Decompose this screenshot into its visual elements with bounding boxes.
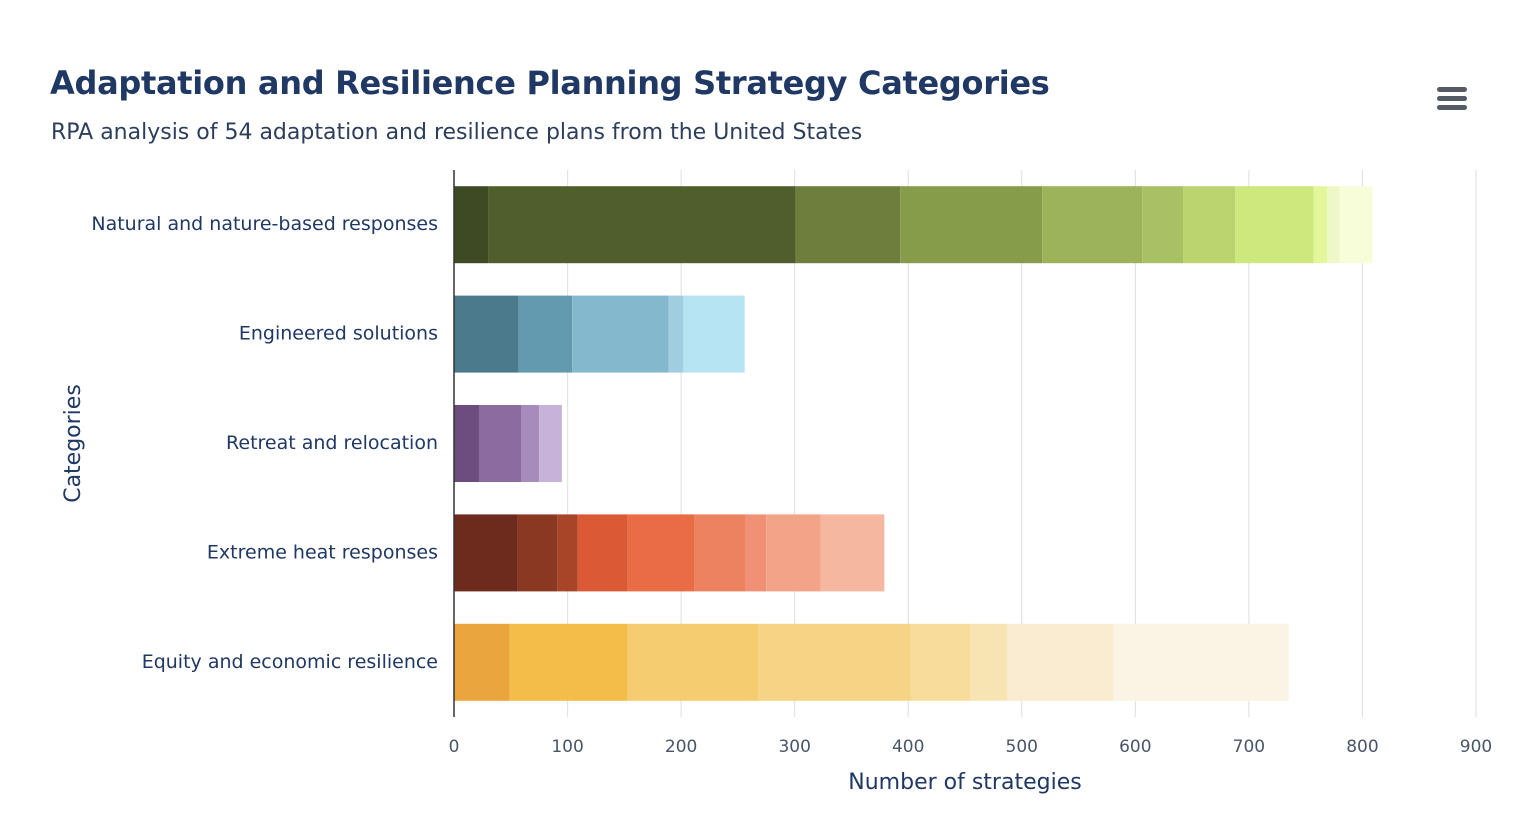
bar-segment [1327, 186, 1340, 264]
bar-segment [539, 405, 562, 482]
bar-segment [694, 514, 746, 592]
bar-segment [1007, 623, 1114, 701]
x-tick-label: 0 [449, 737, 460, 757]
hamburger-menu-icon[interactable] [1430, 80, 1474, 116]
bar-segment [668, 295, 684, 373]
category-label: Retreat and relocation [226, 432, 438, 454]
bar-segment [572, 295, 669, 373]
bar-segment [1339, 186, 1373, 264]
menu-line [1437, 104, 1467, 110]
bar-segment [454, 514, 518, 592]
x-tick-label: 900 [1460, 737, 1492, 757]
category-label: Equity and economic resilience [142, 651, 438, 673]
x-axis-title: Number of strategies [848, 770, 1081, 795]
bar-segment [454, 623, 510, 701]
bar-segment [627, 623, 759, 701]
bar-segment [970, 623, 1008, 701]
bar-segment [1142, 186, 1184, 264]
bar-segment [627, 514, 695, 592]
x-tick-label: 800 [1346, 737, 1378, 757]
bar-segment [454, 295, 519, 373]
bar-segment [518, 295, 573, 373]
bar-segment [557, 514, 578, 592]
bar-segment [683, 295, 745, 373]
bar-segment [577, 514, 628, 592]
chart-title: Adaptation and Resilience Planning Strat… [50, 64, 1050, 102]
category-label: Engineered solutions [239, 323, 438, 345]
x-tick-label: 500 [1006, 737, 1038, 757]
category-label: Extreme heat responses [207, 541, 438, 563]
bar-segment [454, 405, 479, 482]
bar-segment [795, 186, 901, 264]
bar-segment [900, 186, 1043, 264]
bar-segment [478, 405, 521, 482]
bar-segment [1042, 186, 1143, 264]
bar-segment [1113, 623, 1289, 701]
chart-subtitle: RPA analysis of 54 adaptation and resili… [51, 120, 863, 145]
x-tick-label: 400 [892, 737, 924, 757]
x-tick-label: 700 [1233, 737, 1265, 757]
bar-segment [520, 405, 540, 482]
x-tick-label: 600 [1119, 737, 1151, 757]
bar-segment [1235, 186, 1314, 264]
category-label: Natural and nature-based responses [91, 213, 438, 235]
bar-segment [454, 186, 489, 264]
bar-segment [745, 514, 767, 592]
bar-segment [758, 623, 911, 701]
bar-segment [1183, 186, 1236, 264]
bar-segment [820, 514, 885, 592]
bar-segment [910, 623, 971, 701]
bar-segment [766, 514, 821, 592]
bar-segment [1313, 186, 1328, 264]
menu-line [1437, 86, 1467, 92]
bar-segment [488, 186, 796, 264]
x-tick-label: 200 [665, 737, 697, 757]
bar-segment [509, 623, 628, 701]
bar-segment [517, 514, 558, 592]
menu-line [1437, 95, 1467, 101]
x-tick-label: 300 [778, 737, 810, 757]
x-tick-label: 100 [551, 737, 583, 757]
y-axis-title: Categories [61, 384, 86, 503]
